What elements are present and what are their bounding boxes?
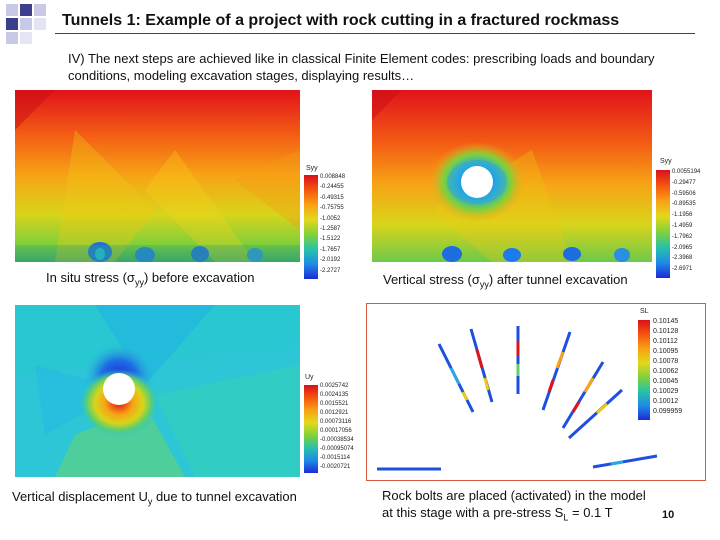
legend-label: 0.099959: [653, 408, 683, 415]
legend-label: -0.89535: [672, 201, 696, 208]
legend-label: 0.10112: [653, 338, 678, 345]
displacement-caption: Vertical displacement Uy due to tunnel e…: [12, 489, 297, 507]
decorative-squares: [6, 4, 56, 44]
insitu-colorbar: [304, 175, 318, 279]
legend-label: -0.59506: [672, 190, 696, 197]
legend-label: -0.00038534: [320, 437, 354, 443]
insitu-legend-title: Syy: [306, 165, 318, 172]
after-caption: Vertical stress (σyy) after tunnel excav…: [383, 272, 628, 290]
legend-label: -1.7962: [672, 233, 693, 240]
after-legend-title: Syy: [660, 158, 672, 165]
bolts-legend-title: SL: [640, 308, 649, 315]
legend-label: 0.0025742: [320, 383, 349, 389]
after-colorbar-labels: 0.0055194 -0.29477 -0.59506 -0.89535 -1.…: [672, 167, 700, 275]
displacement-plot: [15, 305, 300, 477]
legend-label: -0.49315: [320, 194, 344, 201]
bolts-caption: Rock bolts are placed (activated) in the…: [382, 488, 646, 523]
legend-label: 0.0055194: [672, 169, 701, 175]
title-underline: [55, 33, 695, 34]
insitu-caption: In situ stress (σyy) before excavation: [46, 270, 255, 288]
legend-label: -1.1956: [672, 212, 693, 219]
rock-bolts: [377, 326, 658, 471]
legend-label: -0.24455: [320, 184, 344, 191]
legend-label: -1.7657: [320, 246, 341, 253]
displacement-colorbar: [304, 385, 318, 473]
legend-label: -1.2587: [320, 226, 341, 233]
page-number: 10: [662, 509, 675, 521]
legend-label: -1.4959: [672, 222, 693, 229]
legend-label: 0.10029: [653, 388, 679, 395]
legend-label: 0.00017056: [320, 428, 352, 434]
slide-title: Tunnels 1: Example of a project with roc…: [62, 12, 620, 29]
legend-label: -0.0015114: [320, 455, 350, 461]
legend-label: 0.008848: [320, 174, 346, 180]
legend-label: 0.0024135: [320, 392, 349, 398]
legend-label: -1.5122: [320, 236, 341, 243]
legend-label: -2.0965: [672, 244, 693, 251]
bolts-colorbar: [638, 320, 650, 420]
after-stress-plot: [372, 90, 652, 262]
legend-label: 0.00073116: [320, 419, 352, 425]
legend-label: 0.10012: [653, 398, 679, 405]
insitu-colorbar-labels: 0.008848 -0.24455 -0.49315 -0.75755 -1.0…: [320, 172, 345, 276]
legend-label: 0.10078: [653, 358, 679, 365]
legend-label: -2.3968: [672, 255, 693, 262]
insitu-stress-plot: [15, 90, 300, 262]
legend-label: -0.29477: [672, 179, 696, 186]
legend-label: -2.0192: [320, 257, 341, 264]
legend-label: 0.0015521: [320, 401, 349, 407]
legend-label: 0.10128: [653, 328, 679, 335]
legend-label: -2.6971: [672, 266, 693, 273]
legend-label: 0.0012921: [320, 410, 349, 416]
legend-label: -0.0020721: [320, 464, 351, 470]
bolts-colorbar-labels: 0.10145 0.10128 0.10112 0.10095 0.10078 …: [653, 317, 682, 417]
legend-label: 0.10145: [653, 318, 679, 325]
displacement-legend-title: Uy: [305, 374, 314, 381]
legend-label: -1.0052: [320, 215, 341, 222]
legend-label: 0.10062: [653, 368, 679, 375]
legend-label: -0.00095074: [320, 446, 354, 452]
displacement-colorbar-labels: 0.0025742 0.0024135 0.0015521 0.0012921 …: [320, 382, 354, 472]
intro-text: IV) The next steps are achieved like in …: [68, 51, 655, 83]
legend-label: 0.10095: [653, 348, 679, 355]
after-colorbar: [656, 170, 670, 278]
legend-label: -0.75755: [320, 205, 344, 212]
legend-label: -2.2727: [320, 267, 341, 274]
legend-label: 0.10045: [653, 378, 679, 385]
